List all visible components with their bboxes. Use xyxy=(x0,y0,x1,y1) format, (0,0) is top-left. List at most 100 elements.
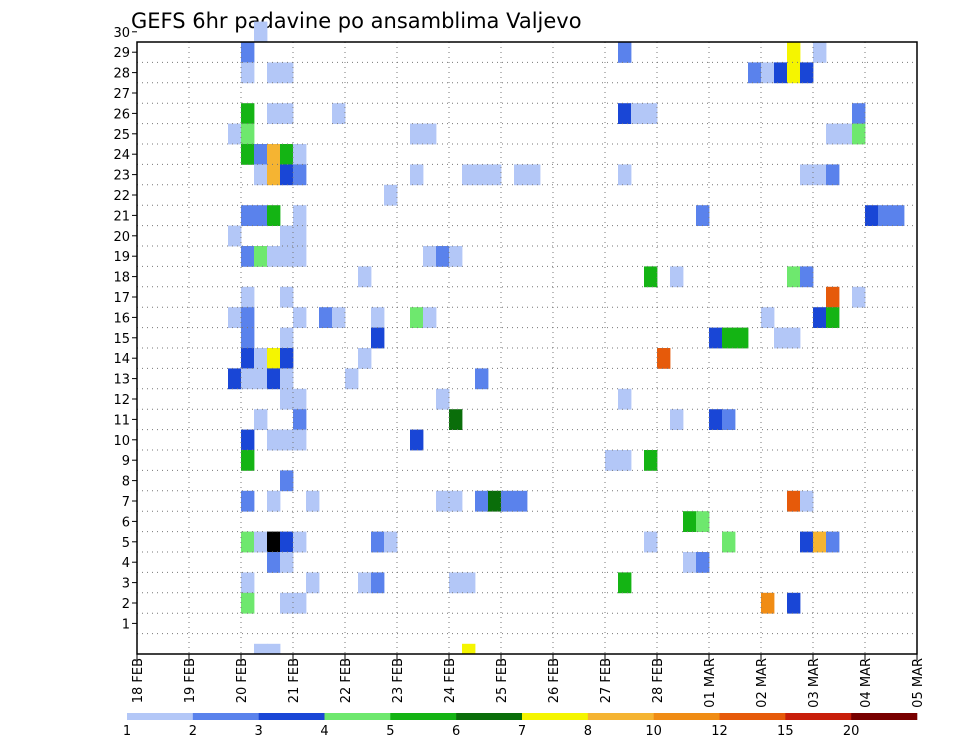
x-tick-label: 02 MAR xyxy=(755,658,770,708)
precip-cell xyxy=(618,388,632,410)
legend-swatch xyxy=(587,713,654,720)
precip-cell xyxy=(267,164,281,186)
precip-cell xyxy=(826,307,840,328)
precip-cell xyxy=(241,144,255,165)
precip-cell xyxy=(787,490,801,512)
precip-cell xyxy=(358,572,372,594)
precip-cell xyxy=(787,266,801,288)
precip-cell xyxy=(800,266,814,288)
precip-cell xyxy=(605,450,619,471)
precip-cell xyxy=(254,531,268,553)
precip-cell xyxy=(410,429,424,451)
precip-cell xyxy=(891,205,905,226)
precip-cell xyxy=(371,307,385,328)
precip-cell xyxy=(774,62,788,84)
precip-cell xyxy=(241,205,255,226)
legend-label: 12 xyxy=(711,724,728,739)
precip-cell xyxy=(501,490,515,512)
legend-swatch xyxy=(785,713,852,720)
precip-cell xyxy=(280,246,294,267)
legend-swatch xyxy=(522,713,589,720)
plot-frame xyxy=(136,41,918,655)
precip-cell xyxy=(449,572,463,594)
x-tick-label: 01 MAR xyxy=(703,658,718,708)
precip-cell xyxy=(254,164,268,186)
y-tick-label: 10 xyxy=(113,434,130,449)
y-tick-label: 23 xyxy=(113,169,130,184)
precip-cell xyxy=(267,348,281,369)
x-tick-label: 03 MAR xyxy=(807,658,822,708)
precip-cell xyxy=(787,42,801,63)
precip-cell xyxy=(618,164,632,186)
precip-cell xyxy=(293,409,307,430)
precip-cell xyxy=(618,42,632,63)
x-tick-label: 26 FEB xyxy=(547,658,562,703)
precip-cell xyxy=(644,531,658,553)
precip-cell xyxy=(449,246,463,267)
precip-cell xyxy=(371,572,385,594)
y-tick-label: 20 xyxy=(113,230,130,245)
y-tick-label: 15 xyxy=(113,332,130,347)
precip-cell xyxy=(267,429,281,451)
y-tick-label: 7 xyxy=(122,495,130,510)
legend-label: 4 xyxy=(320,724,328,739)
precip-cell xyxy=(514,490,528,512)
precip-cell xyxy=(644,266,658,288)
x-tick-label: 27 FEB xyxy=(599,658,614,703)
precip-cell xyxy=(228,368,242,390)
precip-cell xyxy=(813,307,827,328)
precip-cell xyxy=(722,409,736,430)
precip-cell xyxy=(241,307,255,328)
legend-swatch xyxy=(653,713,720,720)
precip-cell xyxy=(267,205,281,226)
precip-cell xyxy=(787,62,801,84)
precip-cell xyxy=(254,144,268,165)
x-tick-label: 22 FEB xyxy=(339,658,354,703)
y-tick-label: 14 xyxy=(113,352,130,367)
y-tick-label: 2 xyxy=(122,597,130,612)
precip-cell xyxy=(865,205,879,226)
precip-cell xyxy=(267,531,281,553)
precip-cell xyxy=(800,531,814,553)
precip-cell xyxy=(241,123,255,145)
precip-cell xyxy=(514,164,528,186)
precip-cell xyxy=(345,368,359,390)
precip-cell xyxy=(254,246,268,267)
legend-swatch xyxy=(192,713,259,720)
y-tick-label: 16 xyxy=(113,311,130,326)
y-tick-label: 28 xyxy=(113,67,130,82)
precip-cell xyxy=(722,531,736,553)
precip-cell xyxy=(475,164,489,186)
precip-cell xyxy=(813,164,827,186)
precip-cell xyxy=(488,490,502,512)
precip-cell xyxy=(449,490,463,512)
precip-cell xyxy=(436,388,450,410)
legend-swatch xyxy=(456,713,523,720)
precip-cell xyxy=(241,531,255,553)
precip-cell xyxy=(293,246,307,267)
y-tick-label: 18 xyxy=(113,271,130,286)
x-tick-label: 28 FEB xyxy=(651,658,666,703)
precip-cell xyxy=(683,552,697,573)
precip-cell xyxy=(683,511,697,532)
precip-cell xyxy=(293,205,307,226)
precip-cell xyxy=(254,643,268,655)
x-tick-label: 23 FEB xyxy=(391,658,406,703)
x-tick-label: 24 FEB xyxy=(443,658,458,703)
precip-cell xyxy=(449,409,463,430)
color-legend: 1 2 3 4 5 6 7 8 10 12 15 20 xyxy=(123,713,918,739)
legend-label: 3 xyxy=(255,724,263,739)
precip-cell xyxy=(267,246,281,267)
precip-cell xyxy=(254,205,268,226)
precip-cell xyxy=(280,531,294,553)
precip-cell xyxy=(761,592,775,614)
precip-cell xyxy=(462,164,476,186)
y-tick-label: 12 xyxy=(113,393,130,408)
precip-cell xyxy=(657,348,671,369)
legend-label: 8 xyxy=(584,724,592,739)
precip-cell xyxy=(280,225,294,247)
precip-cell xyxy=(306,572,320,594)
precip-cell xyxy=(371,531,385,553)
precip-cell xyxy=(722,327,736,349)
precip-cell xyxy=(293,429,307,451)
